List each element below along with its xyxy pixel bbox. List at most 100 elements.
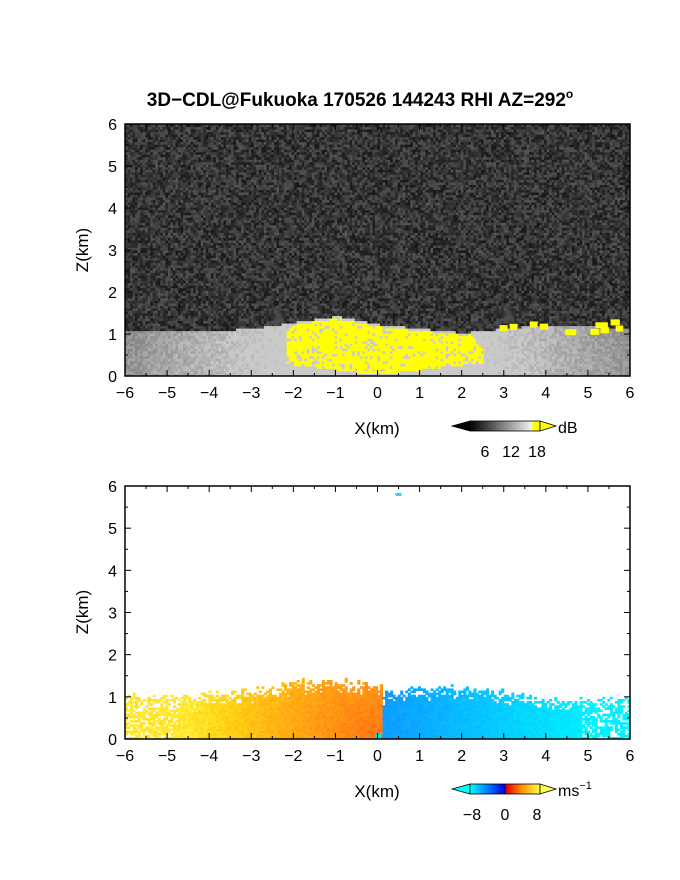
- heatmap-cell: [142, 227, 146, 231]
- heatmap-cell: [198, 315, 202, 319]
- heatmap-cell: [203, 146, 207, 150]
- heatmap-cell: [203, 164, 207, 168]
- heatmap-cell: [185, 355, 189, 359]
- heatmap-cell: [135, 287, 139, 291]
- heatmap-cell: [152, 194, 156, 198]
- heatmap-cell: [178, 330, 182, 334]
- heatmap-cell: [150, 333, 154, 337]
- heatmap-cell: [195, 265, 199, 269]
- heatmap-cell: [190, 227, 194, 231]
- heatmap-cell: [198, 310, 202, 314]
- heatmap-cell: [178, 310, 182, 314]
- heatmap-cell: [162, 239, 166, 243]
- heatmap-cell: [130, 187, 134, 191]
- heatmap-cell: [157, 373, 161, 376]
- heatmap-cell: [218, 204, 222, 208]
- heatmap-cell: [155, 370, 159, 374]
- heatmap-cell: [183, 353, 187, 357]
- heatmap-cell: [218, 151, 222, 155]
- heatmap-cell: [127, 355, 131, 359]
- heatmap-cell: [175, 171, 179, 175]
- heatmap-cell: [145, 267, 149, 271]
- heatmap-cell: [198, 285, 202, 289]
- heatmap-cell: [132, 181, 136, 185]
- heatmap-cell: [170, 343, 174, 347]
- heatmap-cell: [218, 227, 222, 231]
- heatmap-cell: [162, 247, 166, 251]
- heatmap-cell: [195, 287, 199, 291]
- heatmap-cell: [157, 141, 161, 145]
- heatmap-cell: [142, 149, 146, 153]
- heatmap-cell: [152, 348, 156, 352]
- heatmap-cell: [170, 159, 174, 163]
- heatmap-cell: [155, 368, 159, 372]
- heatmap-cell: [210, 194, 214, 198]
- heatmap-cell: [150, 154, 154, 158]
- heatmap-cell: [200, 318, 204, 322]
- heatmap-cell: [125, 358, 129, 362]
- heatmap-cell: [130, 219, 134, 223]
- heatmap-cell: [203, 262, 207, 266]
- heatmap-cell: [145, 350, 149, 354]
- heatmap-cell: [190, 277, 194, 281]
- heatmap-cell: [218, 181, 222, 185]
- heatmap-cell: [213, 187, 217, 191]
- heatmap-cell: [218, 171, 222, 175]
- heatmap-cell: [127, 224, 131, 228]
- heatmap-cell: [208, 255, 212, 259]
- heatmap-cell: [127, 350, 131, 354]
- heatmap-cell: [142, 181, 146, 185]
- heatmap-cell: [142, 355, 146, 359]
- heatmap-cell: [188, 313, 192, 317]
- heatmap-cell: [157, 176, 161, 180]
- heatmap-cell: [220, 204, 224, 208]
- heatmap-cell: [185, 139, 189, 143]
- heatmap-cell: [170, 353, 174, 357]
- heatmap-cell: [180, 297, 184, 301]
- heatmap-cell: [132, 323, 136, 327]
- heatmap-cell: [205, 232, 209, 236]
- heatmap-cell: [167, 292, 171, 296]
- heatmap-cell: [140, 307, 144, 311]
- heatmap-cell: [180, 217, 184, 221]
- heatmap-cell: [188, 318, 192, 322]
- heatmap-cell: [210, 355, 214, 359]
- heatmap-cell: [170, 227, 174, 231]
- heatmap-cell: [205, 244, 209, 248]
- heatmap-cell: [135, 212, 139, 216]
- heatmap-cell: [125, 280, 129, 284]
- heatmap-cell: [183, 154, 187, 158]
- heatmap-cell: [147, 189, 151, 193]
- heatmap-cell: [208, 302, 212, 306]
- heatmap-cell: [180, 197, 184, 201]
- heatmap-cell: [180, 222, 184, 226]
- heatmap-cell: [188, 131, 192, 135]
- heatmap-cell: [180, 320, 184, 324]
- heatmap-cell: [185, 358, 189, 362]
- heatmap-cell: [137, 290, 141, 294]
- heatmap-cell: [215, 315, 219, 319]
- heatmap-cell: [175, 368, 179, 372]
- heatmap-cell: [203, 194, 207, 198]
- heatmap-cell: [195, 285, 199, 289]
- heatmap-cell: [155, 320, 159, 324]
- heatmap-cell: [175, 149, 179, 153]
- heatmap-cell: [208, 338, 212, 342]
- heatmap-cell: [127, 363, 131, 367]
- heatmap-cell: [152, 365, 156, 369]
- heatmap-cell: [200, 179, 204, 183]
- heatmap-cell: [125, 338, 129, 342]
- heatmap-cell: [162, 355, 166, 359]
- heatmap-cell: [172, 124, 176, 128]
- heatmap-cell: [175, 242, 179, 246]
- heatmap-cell: [198, 141, 202, 145]
- heatmap-cell: [170, 300, 174, 304]
- heatmap-cell: [178, 262, 182, 266]
- heatmap-cell: [218, 250, 222, 254]
- heatmap-cell: [198, 255, 202, 259]
- heatmap-cell: [155, 156, 159, 160]
- heatmap-cell: [178, 272, 182, 276]
- heatmap-cell: [170, 229, 174, 233]
- heatmap-cell: [140, 237, 144, 241]
- heatmap-cell: [162, 184, 166, 188]
